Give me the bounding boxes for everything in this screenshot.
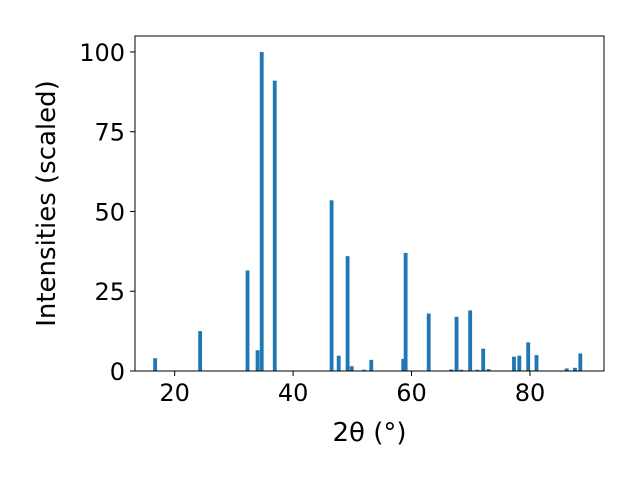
y-tick-label: 0 <box>110 358 125 386</box>
bar <box>475 369 480 371</box>
bar <box>426 313 431 371</box>
bar <box>481 348 486 371</box>
bar <box>369 359 374 371</box>
x-tick-label: 20 <box>159 379 190 407</box>
bar <box>459 369 464 371</box>
bar <box>255 350 260 371</box>
bar <box>259 51 264 371</box>
y-ticks-group: 0 25 50 75 100 <box>79 39 135 386</box>
x-axis-label: 2θ (°) <box>332 418 406 448</box>
bars-group <box>153 51 583 372</box>
plot-frame <box>134 35 605 372</box>
x-tick-label: 40 <box>278 379 309 407</box>
bar <box>517 355 522 371</box>
bar <box>349 366 354 371</box>
bar <box>512 356 516 371</box>
bar <box>336 355 341 371</box>
bar <box>526 342 531 371</box>
bar <box>401 358 406 371</box>
bar <box>403 252 408 371</box>
bar <box>329 200 334 371</box>
x-ticks-group: 20 40 60 80 <box>159 371 545 407</box>
bar <box>449 369 454 371</box>
bar <box>272 80 277 372</box>
x-tick-label: 60 <box>396 379 427 407</box>
bar <box>245 270 250 371</box>
y-tick-label: 50 <box>94 198 125 226</box>
bar <box>468 310 473 371</box>
x-tick-label: 80 <box>515 379 546 407</box>
bar <box>564 368 569 371</box>
bar <box>345 256 350 371</box>
bar <box>534 355 539 371</box>
y-axis-label: Intensities (scaled) <box>32 80 62 327</box>
bar <box>454 316 459 371</box>
bar <box>486 369 491 371</box>
y-tick-label: 100 <box>79 39 125 67</box>
bar <box>362 369 367 371</box>
bar <box>573 367 577 371</box>
bar <box>578 353 583 371</box>
y-tick-label: 75 <box>94 119 125 147</box>
bar <box>198 331 203 371</box>
bar <box>153 358 158 371</box>
y-tick-label: 25 <box>94 278 125 306</box>
